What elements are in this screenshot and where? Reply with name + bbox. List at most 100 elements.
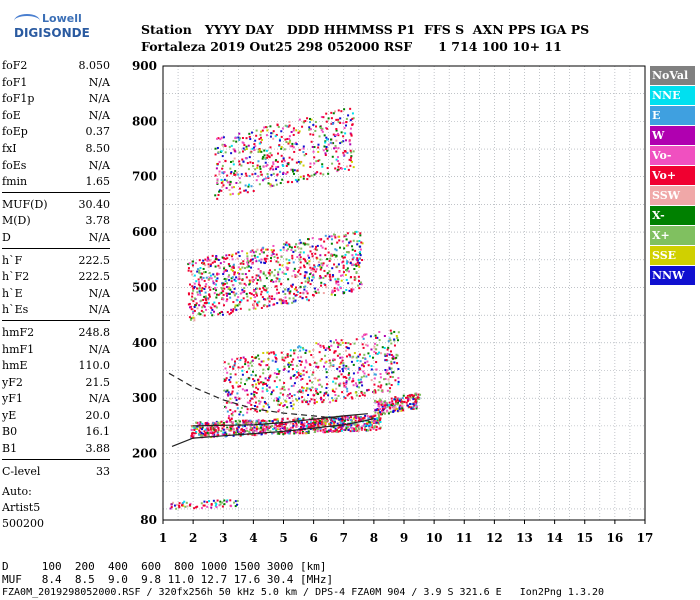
echo-point	[271, 184, 274, 187]
echo-point	[333, 233, 336, 236]
echo-point	[298, 397, 301, 400]
echo-point	[352, 363, 355, 366]
echo-point	[234, 173, 237, 176]
echo-point	[222, 425, 225, 428]
echo-point	[243, 290, 246, 293]
echo-point	[389, 339, 392, 342]
echo-point	[224, 367, 227, 370]
echo-point	[236, 299, 239, 302]
echo-point	[335, 249, 338, 252]
legend-entry: NNE	[650, 86, 695, 105]
echo-point	[265, 149, 268, 152]
echo-point	[307, 393, 310, 396]
echo-point	[387, 372, 390, 375]
echo-point	[285, 164, 288, 167]
echo-point	[246, 299, 249, 302]
echo-point	[285, 258, 288, 261]
echo-point	[304, 280, 307, 283]
echo-point	[276, 123, 279, 126]
echo-point	[342, 140, 345, 143]
echo-point	[211, 254, 214, 257]
echo-point	[313, 264, 316, 267]
echo-point	[340, 426, 343, 429]
echo-point	[323, 145, 326, 148]
x-tick-label: 13	[516, 531, 533, 545]
echo-point	[306, 277, 309, 280]
echo-point	[324, 354, 327, 357]
echo-point	[208, 278, 211, 281]
echo-point	[265, 126, 268, 129]
echo-point	[193, 426, 196, 429]
echo-point	[240, 428, 243, 431]
echo-point	[350, 424, 353, 427]
echo-point	[220, 291, 223, 294]
echo-point	[203, 314, 206, 317]
echo-point	[390, 353, 393, 356]
echo-point	[242, 297, 245, 300]
param-value: N/A	[88, 75, 110, 89]
echo-point	[244, 363, 247, 366]
echo-point	[224, 160, 227, 163]
echo-point	[380, 384, 383, 387]
echo-point	[220, 181, 223, 184]
echo-point	[320, 115, 323, 118]
echo-point	[199, 431, 202, 434]
echo-point	[394, 409, 397, 412]
echo-point	[325, 286, 328, 289]
echo-point	[265, 165, 268, 168]
echo-point	[255, 383, 258, 386]
echo-point	[321, 401, 324, 404]
echo-point	[199, 293, 202, 296]
echo-point	[222, 136, 225, 139]
echo-point	[223, 267, 226, 270]
param-key: M(D)	[2, 214, 31, 228]
echo-point	[302, 425, 305, 428]
echo-point	[335, 429, 338, 432]
echo-point	[296, 256, 299, 259]
echo-point	[275, 183, 278, 186]
echo-point	[225, 294, 228, 297]
echo-point	[307, 243, 310, 246]
echo-point	[389, 401, 392, 404]
echo-point	[214, 501, 217, 504]
echo-point	[390, 332, 393, 335]
echo-point	[359, 232, 362, 235]
echo-point	[337, 118, 340, 121]
echo-point	[223, 260, 226, 263]
y-tick-label: 200	[132, 447, 157, 461]
echo-point	[314, 418, 317, 421]
echo-point	[313, 265, 316, 268]
x-tick-label: 6	[309, 531, 317, 545]
echo-point	[254, 307, 257, 310]
echo-point	[331, 122, 334, 125]
echo-point	[332, 430, 335, 433]
echo-point	[320, 281, 323, 284]
echo-point	[382, 412, 385, 415]
echo-point	[247, 265, 250, 268]
echo-point	[344, 139, 347, 142]
echo-point	[190, 270, 193, 273]
echo-point	[220, 310, 223, 313]
echo-point	[333, 287, 336, 290]
echo-point	[277, 125, 280, 128]
echo-point	[288, 245, 291, 248]
echo-point	[226, 499, 229, 502]
echo-point	[325, 371, 328, 374]
echo-point	[306, 387, 309, 390]
echo-point	[264, 161, 267, 164]
echo-point	[209, 263, 212, 266]
echo-point	[367, 364, 370, 367]
param-key: foE	[2, 108, 21, 122]
echo-point	[208, 276, 211, 279]
echo-point	[311, 373, 314, 376]
echo-point	[287, 267, 290, 270]
echo-point	[278, 379, 281, 382]
echo-point	[323, 394, 326, 397]
echo-point	[333, 421, 336, 424]
echo-point	[280, 255, 283, 258]
echo-point	[256, 279, 259, 282]
echo-point	[285, 140, 288, 143]
echo-point	[348, 289, 351, 292]
echo-point	[315, 420, 318, 423]
echo-point	[270, 298, 273, 301]
